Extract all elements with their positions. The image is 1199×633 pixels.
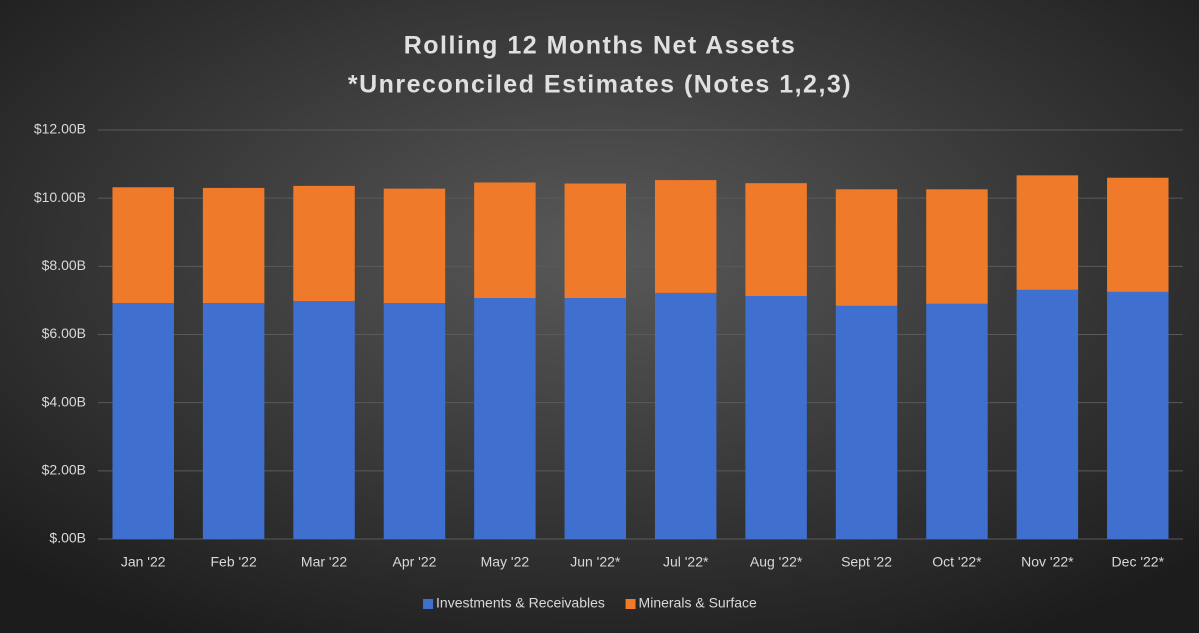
bar-segment (564, 298, 627, 539)
y-tick-label: $4.00B (42, 393, 86, 409)
y-tick-label: $2.00B (42, 462, 86, 478)
bar-segment (564, 183, 627, 299)
x-tick-label: Jun '22* (570, 554, 621, 570)
y-tick-label: $6.00B (42, 325, 86, 341)
chart-title: Rolling 12 Months Net Assets (404, 32, 797, 60)
x-tick-label: Sept '22 (841, 554, 892, 570)
bar-segment (1107, 291, 1169, 539)
y-tick-label: $8.00B (42, 257, 86, 273)
bar-segment (926, 189, 988, 304)
bar-segment (926, 303, 988, 539)
bar-segment (745, 183, 807, 296)
bar-segment (202, 187, 265, 304)
y-tick-label: $10.00B (34, 189, 86, 205)
bar-segment (202, 303, 265, 539)
bar-segment (1107, 177, 1169, 292)
x-tick-label: Dec '22* (1112, 554, 1165, 570)
bar-segment (474, 182, 536, 299)
x-tick-label: Nov '22* (1021, 554, 1074, 570)
bar-segment (383, 188, 446, 304)
bar-segment (1016, 175, 1079, 290)
x-tick-label: Jan '22 (121, 554, 166, 570)
x-tick-label: May '22 (481, 554, 530, 570)
legend-label: Investments & Receivables (436, 595, 605, 611)
bar-segment (474, 298, 536, 539)
x-tick-label: Oct '22* (932, 554, 982, 570)
bar-segment (293, 185, 355, 302)
bar-segment (835, 189, 898, 306)
y-tick-label: $.00B (49, 530, 86, 546)
bar-segment (293, 301, 355, 539)
bar-segment (654, 292, 717, 539)
x-tick-label: Apr '22 (392, 554, 436, 570)
y-tick-label: $12.00B (34, 121, 86, 137)
bar-segment (1016, 289, 1079, 539)
bar-segment (835, 305, 898, 539)
x-tick-label: Feb '22 (210, 554, 256, 570)
bar-segment (745, 295, 807, 539)
bar-segment (112, 303, 174, 539)
legend-swatch (423, 599, 434, 609)
bar-segment (654, 180, 717, 293)
legend-swatch (625, 599, 636, 609)
chart-subtitle: *Unreconciled Estimates (Notes 1,2,3) (348, 71, 852, 99)
x-tick-label: Jul '22* (663, 554, 709, 570)
bar-segment (383, 303, 446, 539)
legend-label: Minerals & Surface (639, 595, 757, 611)
x-tick-label: Mar '22 (301, 554, 347, 570)
x-tick-label: Aug '22* (750, 554, 803, 570)
bar-segment (112, 187, 174, 304)
